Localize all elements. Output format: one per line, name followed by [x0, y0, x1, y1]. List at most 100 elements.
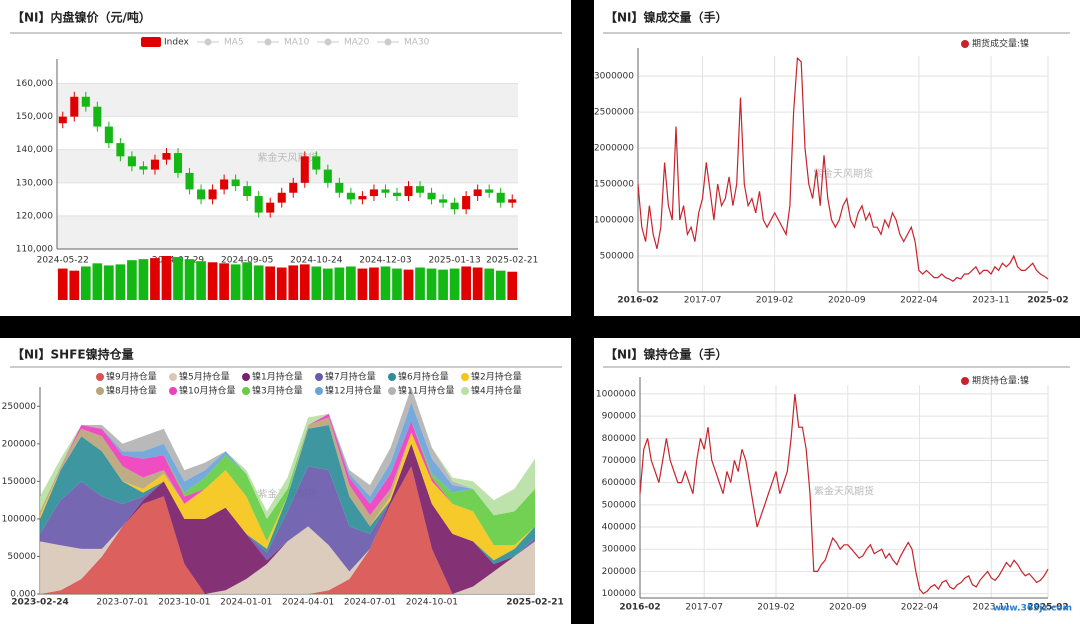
candle-body	[254, 196, 263, 213]
line	[639, 393, 1049, 595]
line	[637, 56, 1049, 282]
y-tick-label: 120,000	[16, 211, 53, 221]
legend-label: 镍7月持仓量	[325, 371, 376, 383]
area	[40, 466, 535, 594]
x-tick-label: 2025-02	[1027, 296, 1068, 306]
volume-bar	[403, 269, 414, 300]
volume-bar	[219, 263, 229, 300]
x-tick-label: 2024-09-05	[221, 256, 273, 266]
volume-bar	[57, 268, 68, 300]
candle-body	[127, 156, 136, 167]
candle-body	[508, 199, 517, 203]
volume-bar	[392, 268, 402, 300]
x-tick-label: 2024-01-01	[220, 598, 272, 608]
candle-body	[369, 189, 378, 197]
area	[40, 413, 535, 546]
volume-bar	[92, 263, 103, 300]
volume-bar	[346, 266, 356, 300]
candle-body	[289, 182, 298, 193]
x-tick-label: 2020-09	[828, 296, 866, 306]
area	[40, 425, 535, 561]
volume-bar	[69, 270, 80, 300]
y-tick-label: 150,000	[16, 112, 53, 122]
legend-label: Index	[164, 38, 189, 48]
watermark: 紫金天风期货	[814, 485, 874, 498]
candle-body	[381, 189, 390, 193]
y-tick-label: 700000	[602, 456, 637, 466]
legend-label: MA20	[344, 38, 370, 48]
legend-swatch	[315, 387, 323, 395]
x-tick-label: 2016-02	[619, 603, 660, 613]
x-tick-label: 2025-02-21	[486, 256, 538, 266]
legend-swatch	[324, 38, 332, 46]
legend-label: 镍6月持仓量	[398, 371, 449, 383]
chart-title: 【NI】SHFE镍持仓量	[12, 347, 134, 362]
legend-label: 镍9月持仓量	[106, 371, 157, 383]
volume-bar	[115, 264, 126, 300]
split-band	[57, 83, 518, 117]
volume-bar	[507, 271, 518, 300]
x-tick-label: 2017-07	[684, 296, 722, 306]
y-tick-label: 2500000	[594, 108, 634, 118]
candle-body	[266, 202, 275, 213]
volume-bar	[104, 265, 114, 300]
volume-bar	[80, 266, 91, 300]
volume-bar	[265, 266, 276, 300]
candle-body	[277, 192, 286, 203]
candle-body	[358, 196, 367, 200]
candle-body	[450, 202, 459, 210]
candle-body	[231, 179, 240, 187]
y-tick-label: 50000	[7, 552, 36, 562]
volume-bar	[161, 256, 172, 300]
legend-swatch	[315, 373, 323, 381]
candle-body	[208, 189, 217, 200]
legend-swatch	[96, 387, 104, 395]
legend-swatch	[169, 387, 177, 395]
volume-bar	[173, 257, 183, 300]
x-tick-label: 2024-07-01	[344, 598, 396, 608]
legend-label: 镍5月持仓量	[179, 371, 230, 383]
x-tick-label: 2023-11	[973, 603, 1011, 613]
legend-label: 镍1月持仓量	[252, 371, 303, 383]
y-tick-label: 500000	[602, 500, 637, 510]
x-tick-label: 2025-02	[1027, 603, 1068, 613]
area	[40, 413, 535, 546]
volume-bar	[242, 262, 253, 300]
legend-label: 期货持仓量:镍	[972, 375, 1029, 387]
x-tick-label: 2023-10-01	[158, 598, 210, 608]
candle-body	[104, 126, 113, 144]
candle-body	[185, 172, 194, 190]
y-tick-label: 100000	[2, 514, 37, 524]
x-tick-label: 2024-05-22	[37, 256, 89, 266]
y-tick-label: 150000	[2, 477, 37, 487]
volume-bar	[184, 259, 195, 300]
x-tick-label: 2020-09	[829, 603, 867, 613]
legend-swatch	[204, 38, 212, 46]
volume-bar	[322, 268, 333, 300]
y-tick-label: 100000	[602, 589, 637, 599]
volume-bar	[276, 267, 287, 300]
candle-body	[404, 186, 413, 197]
x-tick-label: 2016-02	[617, 296, 658, 306]
x-tick-label: 2023-02-24	[11, 598, 69, 608]
legend-label: 镍11月持仓量	[398, 385, 454, 397]
legend-label: 镍10月持仓量	[179, 385, 235, 397]
y-tick-label: 0.000	[10, 590, 36, 600]
candle-body	[162, 153, 171, 160]
volume-bar	[288, 265, 299, 300]
candle-body	[243, 186, 252, 197]
x-tick-label: 2024-10-24	[290, 256, 343, 266]
candle-body	[70, 96, 79, 117]
x-tick-label: 2019-02	[757, 603, 795, 613]
x-tick-label: 2024-12-03	[359, 256, 411, 266]
volume-bar	[426, 268, 437, 300]
area	[40, 417, 535, 546]
x-tick-label: 2025-02-21	[506, 598, 564, 608]
site-watermark: www.365jz.com	[993, 604, 1072, 614]
y-tick-label: 1500000	[594, 180, 634, 190]
y-tick-label: 140,000	[16, 145, 53, 155]
y-tick-label: 500000	[600, 252, 635, 262]
legend-swatch	[169, 373, 177, 381]
chart-title: 【NI】镍成交量（手）	[605, 10, 728, 25]
legend-label: 镍4月持仓量	[471, 385, 522, 397]
